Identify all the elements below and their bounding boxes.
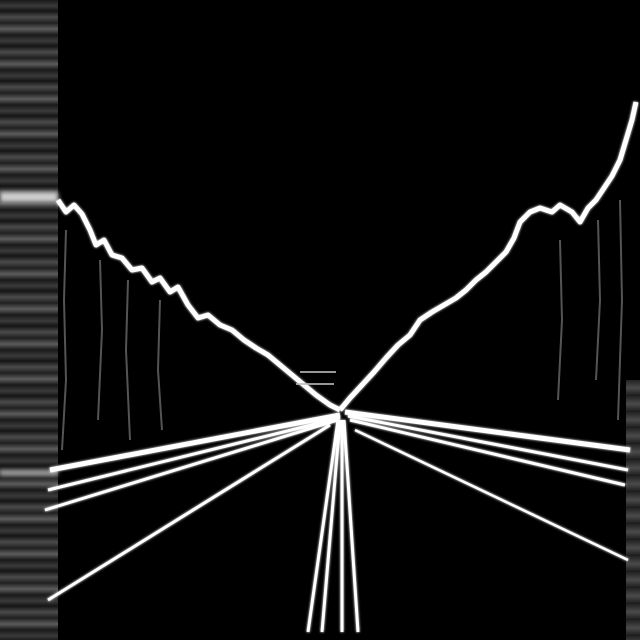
left-noise-strip: [0, 0, 58, 640]
strip-highlight: [0, 470, 58, 476]
road-right-edges: [344, 409, 631, 562]
right-noise-strip: [626, 380, 640, 640]
road-left-edges: [44, 412, 341, 602]
tree-trunk-edges: [61, 199, 624, 451]
road-center-lines: [306, 419, 360, 633]
right-treeline-edge: [338, 101, 639, 412]
left-treeline-edge: [55, 198, 342, 413]
strip-highlight: [0, 192, 58, 202]
horizon-glints: [296, 371, 336, 385]
